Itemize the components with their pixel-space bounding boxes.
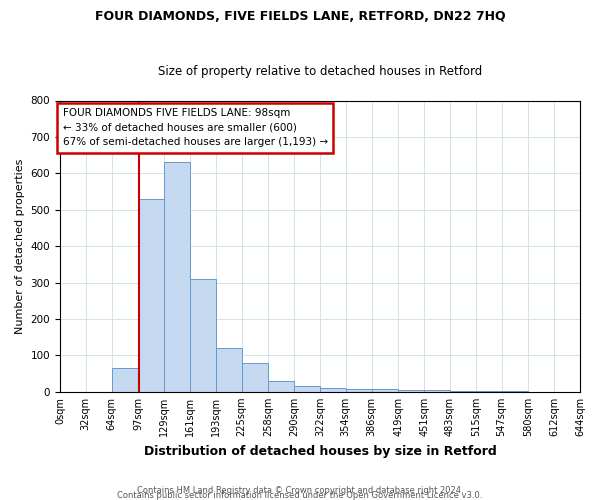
X-axis label: Distribution of detached houses by size in Retford: Distribution of detached houses by size … [143, 444, 496, 458]
Bar [294, 386, 320, 392]
Text: FOUR DIAMONDS FIVE FIELDS LANE: 98sqm
← 33% of detached houses are smaller (600): FOUR DIAMONDS FIVE FIELDS LANE: 98sqm ← … [62, 108, 328, 148]
Y-axis label: Number of detached properties: Number of detached properties [15, 158, 25, 334]
Bar [112, 368, 138, 392]
Text: Contains HM Land Registry data © Crown copyright and database right 2024.: Contains HM Land Registry data © Crown c… [137, 486, 463, 495]
Bar [424, 390, 450, 392]
Bar [268, 381, 294, 392]
Title: Size of property relative to detached houses in Retford: Size of property relative to detached ho… [158, 66, 482, 78]
Text: FOUR DIAMONDS, FIVE FIELDS LANE, RETFORD, DN22 7HQ: FOUR DIAMONDS, FIVE FIELDS LANE, RETFORD… [95, 10, 505, 23]
Bar [346, 389, 371, 392]
Bar [216, 348, 242, 392]
Bar [164, 162, 190, 392]
Bar [190, 279, 216, 392]
Text: Contains public sector information licensed under the Open Government Licence v3: Contains public sector information licen… [118, 490, 482, 500]
Bar [450, 391, 476, 392]
Bar [371, 390, 398, 392]
Bar [242, 364, 268, 392]
Bar [398, 390, 424, 392]
Bar [138, 199, 164, 392]
Bar [320, 388, 346, 392]
